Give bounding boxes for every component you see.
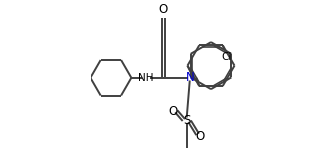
Text: O: O — [168, 105, 178, 118]
Text: S: S — [183, 114, 190, 127]
Text: Cl: Cl — [221, 52, 232, 62]
Polygon shape — [191, 42, 231, 89]
Text: O: O — [159, 3, 168, 16]
Text: O: O — [196, 130, 205, 143]
Text: NH: NH — [138, 73, 154, 83]
Text: N: N — [186, 71, 195, 84]
